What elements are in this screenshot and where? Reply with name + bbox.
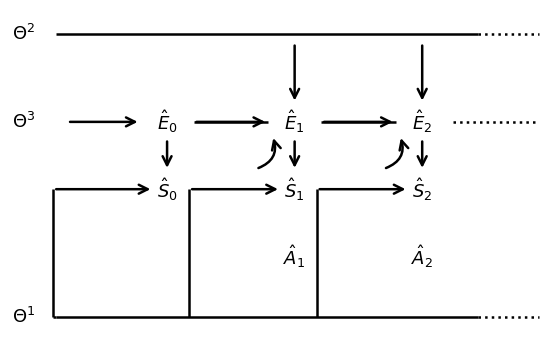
Text: $\hat{S}_0$: $\hat{S}_0$: [157, 176, 177, 202]
Text: $\Theta^2$: $\Theta^2$: [12, 24, 35, 44]
Text: $\hat{E}_1$: $\hat{E}_1$: [285, 108, 305, 135]
Text: $\hat{E}_0$: $\hat{E}_0$: [157, 108, 177, 135]
Text: $\hat{A}_2$: $\hat{A}_2$: [411, 243, 433, 270]
Text: $\hat{S}_1$: $\hat{S}_1$: [285, 176, 305, 202]
Text: $\hat{E}_2$: $\hat{E}_2$: [412, 108, 433, 135]
Text: $\hat{S}_2$: $\hat{S}_2$: [412, 176, 433, 202]
Text: $\Theta^3$: $\Theta^3$: [12, 112, 35, 132]
Text: $\hat{A}_1$: $\hat{A}_1$: [284, 243, 306, 270]
Text: $\Theta^1$: $\Theta^1$: [12, 307, 35, 327]
